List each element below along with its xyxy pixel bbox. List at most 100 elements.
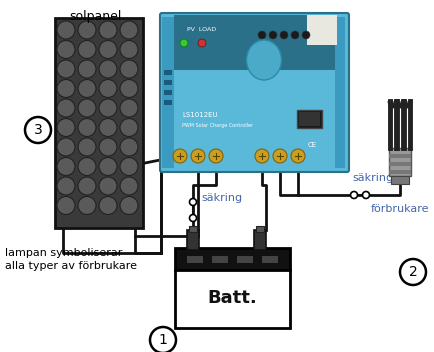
Circle shape: [120, 21, 138, 39]
Text: lampan symboliserar: lampan symboliserar: [5, 248, 122, 258]
Circle shape: [25, 117, 51, 143]
Circle shape: [301, 31, 309, 39]
Text: CE: CE: [307, 142, 316, 148]
Bar: [164, 70, 171, 75]
Text: 3: 3: [33, 123, 42, 137]
Bar: [164, 100, 171, 105]
Bar: [390, 176, 408, 184]
Bar: [174, 15, 334, 70]
Bar: [174, 248, 289, 270]
Circle shape: [189, 214, 196, 221]
Bar: [296, 110, 321, 128]
Circle shape: [57, 157, 75, 176]
Circle shape: [78, 40, 96, 58]
Circle shape: [57, 60, 75, 78]
Bar: [388, 148, 410, 176]
Circle shape: [120, 177, 138, 195]
Circle shape: [150, 327, 176, 352]
Bar: [306, 15, 336, 45]
Circle shape: [120, 157, 138, 176]
Circle shape: [189, 199, 196, 206]
Text: 1: 1: [158, 333, 167, 347]
Bar: [55, 18, 143, 228]
Text: PV  LOAD: PV LOAD: [187, 27, 216, 32]
Circle shape: [78, 60, 96, 78]
Text: PWM Solar Charge Controller: PWM Solar Charge Controller: [181, 122, 253, 127]
Circle shape: [57, 40, 75, 58]
Bar: [298, 112, 319, 126]
Circle shape: [57, 177, 75, 195]
Text: Batt.: Batt.: [207, 289, 257, 307]
Circle shape: [99, 40, 117, 58]
Bar: [187, 256, 203, 263]
Circle shape: [290, 149, 304, 163]
Bar: [388, 154, 410, 158]
Circle shape: [57, 80, 75, 98]
Circle shape: [78, 177, 96, 195]
Text: LS1012EU: LS1012EU: [181, 112, 217, 118]
Circle shape: [78, 99, 96, 117]
Circle shape: [120, 60, 138, 78]
Text: alla typer av förbrukare: alla typer av förbrukare: [5, 261, 137, 271]
Bar: [388, 170, 410, 174]
Circle shape: [290, 31, 298, 39]
Circle shape: [57, 99, 75, 117]
Circle shape: [57, 119, 75, 137]
Circle shape: [208, 149, 223, 163]
Bar: [164, 80, 171, 85]
Circle shape: [78, 196, 96, 214]
Bar: [388, 162, 410, 166]
Bar: [187, 230, 198, 250]
Circle shape: [99, 196, 117, 214]
Bar: [256, 226, 263, 232]
Text: säkring: säkring: [201, 193, 242, 203]
Circle shape: [57, 138, 75, 156]
Bar: [174, 70, 334, 165]
Text: 2: 2: [408, 265, 416, 279]
Circle shape: [78, 80, 96, 98]
FancyBboxPatch shape: [160, 13, 348, 172]
Ellipse shape: [246, 40, 281, 80]
Circle shape: [120, 99, 138, 117]
Circle shape: [99, 177, 117, 195]
Bar: [237, 256, 253, 263]
Circle shape: [99, 60, 117, 78]
Bar: [174, 270, 289, 328]
Circle shape: [57, 196, 75, 214]
Circle shape: [279, 31, 287, 39]
Circle shape: [180, 39, 187, 47]
Circle shape: [399, 259, 425, 285]
Circle shape: [257, 31, 265, 39]
Circle shape: [99, 80, 117, 98]
Circle shape: [273, 149, 286, 163]
Circle shape: [197, 39, 206, 47]
Circle shape: [173, 149, 187, 163]
Circle shape: [268, 31, 276, 39]
Circle shape: [78, 119, 96, 137]
Bar: [253, 230, 265, 250]
Circle shape: [99, 138, 117, 156]
Bar: [261, 256, 277, 263]
Circle shape: [78, 157, 96, 176]
Circle shape: [191, 149, 204, 163]
Text: förbrukare: förbrukare: [370, 204, 428, 214]
Circle shape: [362, 191, 368, 199]
Circle shape: [120, 138, 138, 156]
Bar: [161, 17, 174, 168]
Circle shape: [120, 119, 138, 137]
Circle shape: [99, 157, 117, 176]
Text: solpanel: solpanel: [69, 10, 121, 23]
Circle shape: [78, 21, 96, 39]
Circle shape: [99, 119, 117, 137]
Circle shape: [120, 196, 138, 214]
Circle shape: [78, 138, 96, 156]
Bar: [164, 90, 171, 95]
Circle shape: [57, 21, 75, 39]
Circle shape: [99, 21, 117, 39]
Text: säkring: säkring: [351, 173, 392, 183]
Circle shape: [120, 40, 138, 58]
Bar: [334, 17, 344, 168]
Bar: [188, 226, 197, 232]
Circle shape: [99, 99, 117, 117]
Circle shape: [254, 149, 268, 163]
